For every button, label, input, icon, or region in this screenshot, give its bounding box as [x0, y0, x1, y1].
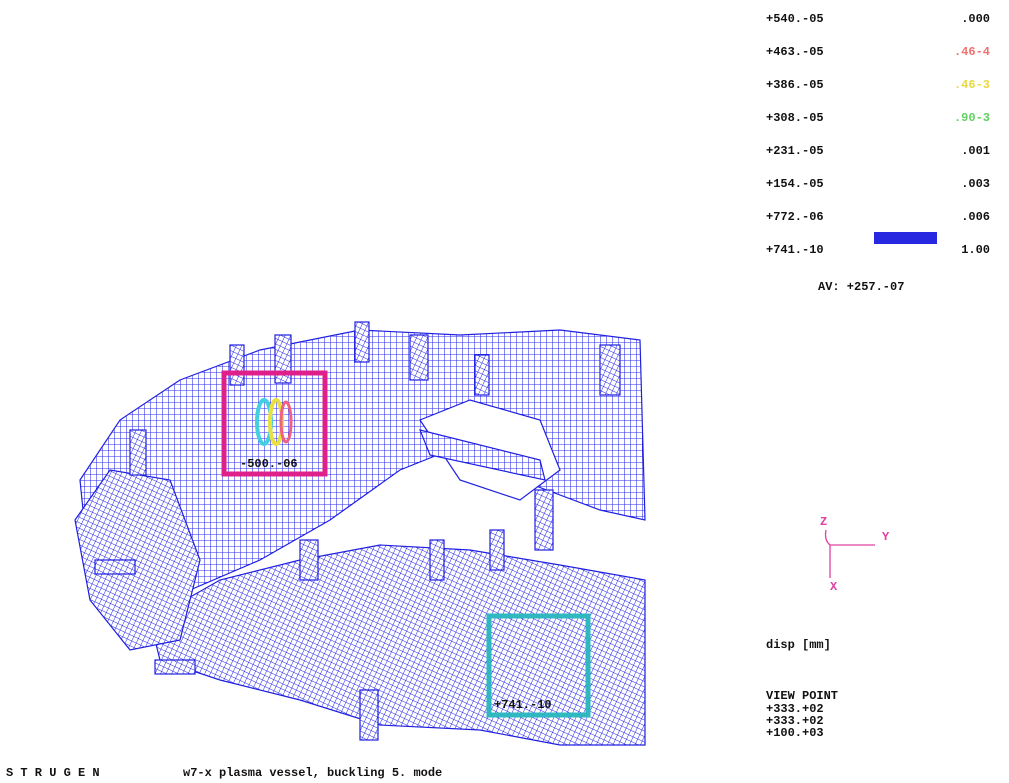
legend-level: +308.-05: [766, 111, 824, 125]
min-marker-label: +741.-10: [494, 698, 552, 712]
program-name: S T R U G E N: [6, 766, 100, 780]
axis-z: Z: [820, 515, 827, 529]
legend-level: +463.-05: [766, 45, 824, 59]
view-point-title: VIEW POINT: [766, 689, 838, 703]
legend-fraction: 1.00: [961, 243, 990, 257]
legend-level: +772.-06: [766, 210, 824, 224]
legend-level: +741.-10: [766, 243, 824, 257]
fe-mesh: [75, 322, 645, 745]
view-point-values: +333.+02+333.+02+100.+03: [766, 702, 824, 740]
legend-fraction: .001: [961, 144, 990, 158]
view-point-value: +100.+03: [766, 726, 824, 740]
screen: -500.-06 +741.-10 +540.-05 +463.-05 +386.-…: [0, 0, 1009, 783]
quantity-label: disp [mm]: [766, 638, 831, 652]
average-label: AV: +257.-07: [818, 280, 904, 294]
axis-y: Y: [882, 530, 890, 544]
legend: +540.-05 +463.-05 +386.-05 +308.-05 +231.-05…: [766, 12, 990, 257]
legend-level: +154.-05: [766, 177, 824, 191]
color-scale-block: [874, 232, 937, 244]
axis-triad: [826, 530, 876, 578]
legend-level: +386.-05: [766, 78, 824, 92]
legend-fraction: .46-4: [954, 45, 990, 59]
legend-fraction: .000: [961, 12, 990, 26]
max-marker-label: -500.-06: [240, 457, 298, 471]
legend-fraction: .46-3: [954, 78, 990, 92]
axis-x: X: [830, 580, 838, 594]
legend-level: +540.-05: [766, 12, 824, 26]
legend-fraction: .003: [961, 177, 990, 191]
footer-title: w7-x plasma vessel, buckling 5. mode: [183, 766, 442, 780]
legend-fraction: .90-3: [954, 111, 990, 125]
legend-level: +231.-05: [766, 144, 824, 158]
legend-fraction: .006: [961, 210, 990, 224]
